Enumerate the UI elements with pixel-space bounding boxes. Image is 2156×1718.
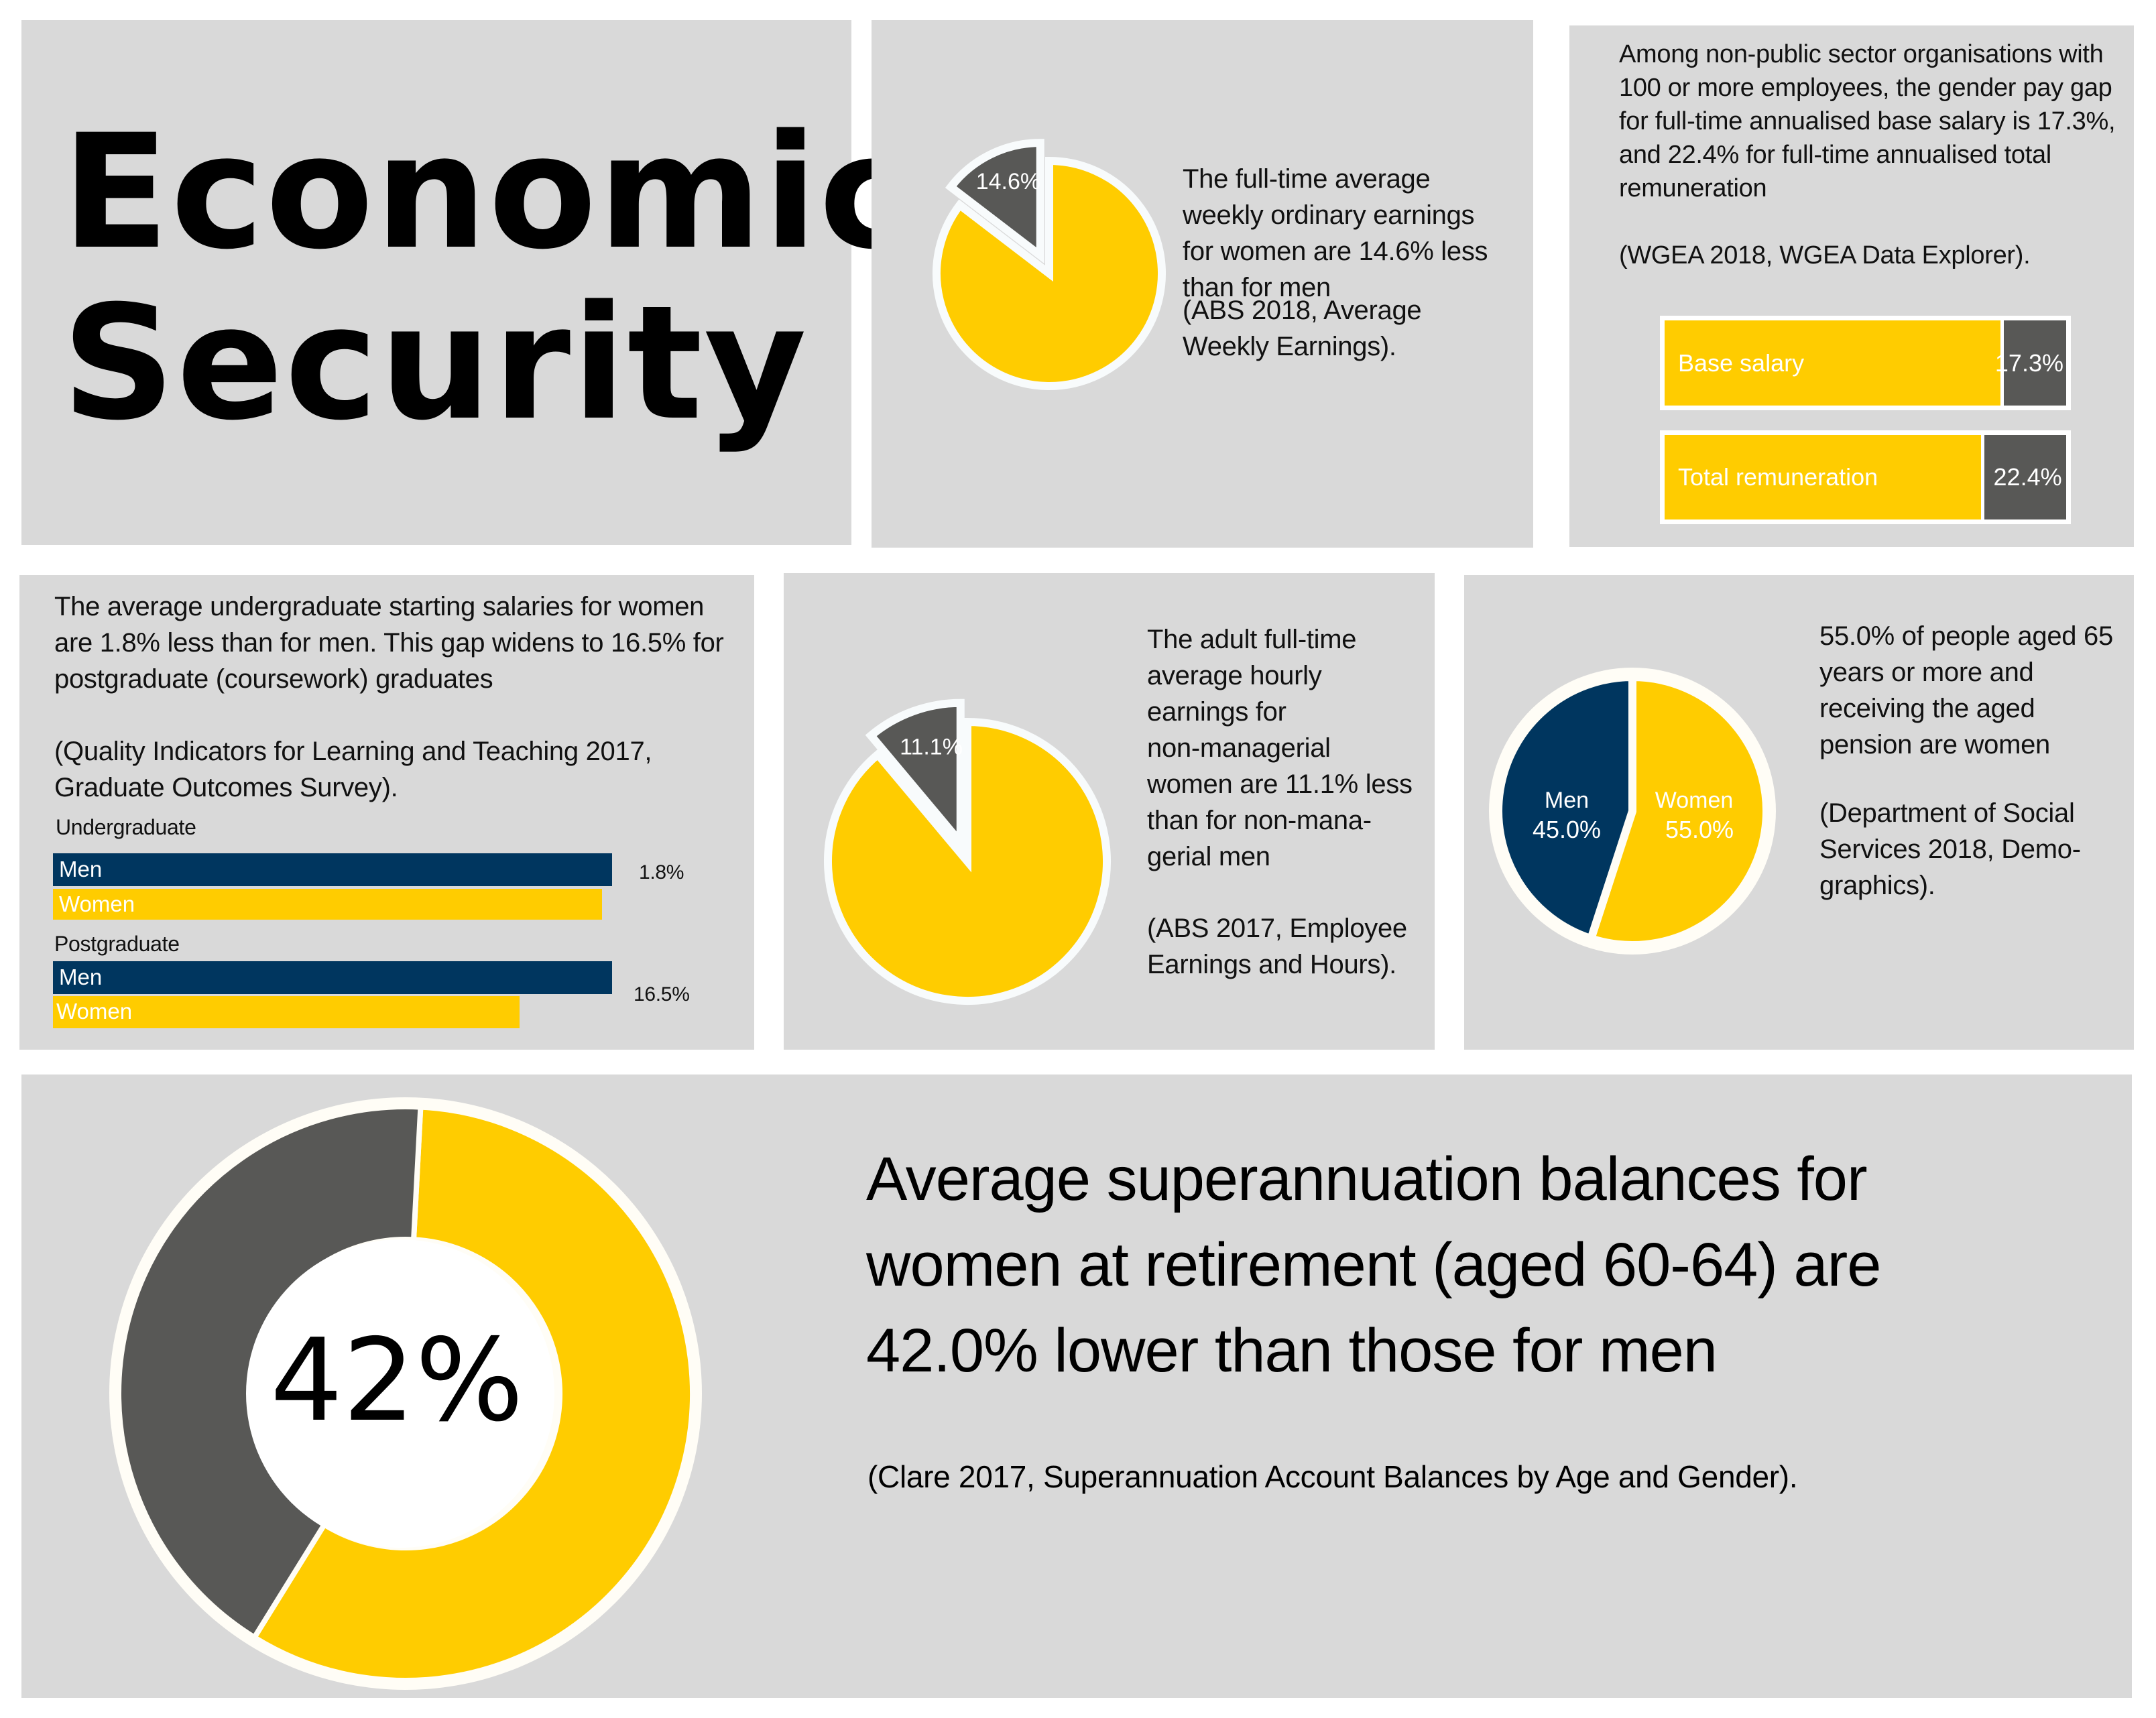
wgea-source: (WGEA 2018, WGEA Data Explorer). xyxy=(1619,241,2031,269)
weekly-text: The full-time average weekly ordinary ea… xyxy=(1183,164,1488,302)
hourly-text-line: average hourly xyxy=(1147,661,1322,690)
weekly-pie-chart: 14.6% xyxy=(933,139,1166,390)
hourly-text-line: women are 11.1% less xyxy=(1147,770,1413,799)
weekly-pie-gap-slice xyxy=(945,139,1044,264)
hourly-text-line: non-managerial xyxy=(1147,733,1331,763)
hourly-text-line: than for non-mana- xyxy=(1147,806,1372,835)
postgraduate-women-bar: Women xyxy=(53,996,520,1028)
title-panel: Economic Security xyxy=(21,20,912,545)
pension-source-line: graphics). xyxy=(1819,871,1935,900)
base-salary-gap-segment: 17.3% xyxy=(1995,320,2066,406)
pension-men-label: Men xyxy=(1545,788,1589,813)
hourly-earnings-panel: 11.1% The adult full-time average hourly e… xyxy=(784,573,1435,1050)
pension-pie-chart: Men 45.0% Women 55.0% xyxy=(1489,668,1776,955)
pension-men-slice xyxy=(1494,672,1636,944)
wgea-text: Among non-public sector organisations wi… xyxy=(1619,40,2116,202)
undergraduate-women-bar: Women xyxy=(53,889,602,920)
pension-panel: Men 45.0% Women 55.0% 55.0% of people aged … xyxy=(1464,575,2134,1050)
superannuation-panel: 42% Average superannuation balances for w… xyxy=(21,1075,2132,1698)
total-remuneration-gap-label: 22.4% xyxy=(1993,463,2062,491)
pension-text-line: pension are women xyxy=(1819,730,2051,759)
graduates-text: The average undergraduate starting salar… xyxy=(54,592,724,694)
weekly-pie-gap-label: 14.6% xyxy=(976,169,1040,194)
donut-remainder-segment xyxy=(250,1104,695,1683)
hourly-text-line: The adult full-time xyxy=(1147,625,1357,654)
pension-source-line: Services 2018, Demo- xyxy=(1819,835,2081,864)
pension-women-label: Women xyxy=(1655,788,1734,813)
hourly-pie-gap-label: 11.1% xyxy=(900,735,963,760)
hourly-source-line: Earnings and Hours). xyxy=(1147,950,1396,979)
superannuation-headline-line: Average superannuation balances for xyxy=(866,1145,1868,1213)
hourly-source-line: (ABS 2017, Employee xyxy=(1147,914,1407,943)
weekly-pie-remainder-slice xyxy=(933,156,1166,390)
pension-source: (Department of Social Services 2018, Demo… xyxy=(1819,795,2128,904)
superannuation-donut-chart: 42% xyxy=(109,1097,702,1690)
pension-text: 55.0% of people aged 65 years or more and… xyxy=(1819,618,2128,763)
pension-source-line: (Department of Social xyxy=(1819,798,2075,828)
weekly-source: (ABS 2018, Average Weekly Earnings). xyxy=(1183,296,1422,361)
total-remuneration-gap-segment: 22.4% xyxy=(1980,435,2066,519)
postgraduate-gap-label: 16.5% xyxy=(634,983,690,1005)
pension-women-value: 55.0% xyxy=(1665,816,1734,843)
undergraduate-men-label: Men xyxy=(59,857,103,881)
graduates-panel: The average undergraduate starting salar… xyxy=(19,575,754,1050)
graduates-source: (Quality Indicators for Learning and Tea… xyxy=(54,737,652,802)
wgea-panel: Among non-public sector organisations wi… xyxy=(1569,25,2134,547)
superannuation-headline-line: women at retirement (aged 60-64) are xyxy=(866,1231,1881,1299)
weekly-earnings-panel: 14.6% The full-time average weekly ordin… xyxy=(872,20,1533,548)
undergraduate-women-label: Women xyxy=(59,892,135,916)
pension-text-line: receiving the aged xyxy=(1819,694,2035,723)
postgraduate-label: Postgraduate xyxy=(54,932,180,956)
postgraduate-men-bar: Men xyxy=(53,961,612,994)
base-salary-gap-label: 17.3% xyxy=(1994,349,2063,377)
title-line-2: Security xyxy=(62,272,808,455)
hourly-text: The adult full-time average hourly earning… xyxy=(1147,621,1429,875)
donut-hole xyxy=(246,1239,554,1548)
total-remuneration-label: Total remuneration xyxy=(1678,463,1878,491)
postgraduate-women-label: Women xyxy=(56,999,133,1024)
postgraduate-men-label: Men xyxy=(59,965,103,989)
undergraduate-gap-label: 1.8% xyxy=(639,861,684,883)
undergraduate-label: Undergraduate xyxy=(56,815,196,839)
hourly-source: (ABS 2017, Employee Earnings and Hours). xyxy=(1147,910,1429,983)
title-line-1: Economic xyxy=(62,101,914,284)
pension-text-line: years or more and xyxy=(1819,658,2034,687)
superannuation-headline: Average superannuation balances for women… xyxy=(866,1136,2106,1394)
total-remuneration-segment: Total remuneration xyxy=(1665,435,1981,519)
hourly-pie-chart: 11.1% xyxy=(824,698,1111,1005)
wgea-bar-total-remuneration: Total remuneration 22.4% xyxy=(1660,430,2071,524)
hourly-text-line: gerial men xyxy=(1147,842,1270,871)
wgea-bar-base-salary: Base salary 17.3% xyxy=(1660,316,2071,410)
hourly-pie-gap-slice xyxy=(865,698,965,854)
donut-center-label: 42% xyxy=(270,1314,524,1447)
superannuation-source: (Clare 2017, Superannuation Account Bala… xyxy=(867,1459,1798,1494)
hourly-text-line: earnings for xyxy=(1147,697,1286,727)
base-salary-segment: Base salary xyxy=(1665,320,2000,406)
superannuation-headline-line: 42.0% lower than those for men xyxy=(866,1316,1718,1385)
hourly-pie-remainder-slice xyxy=(824,717,1111,1005)
pension-text-line: 55.0% of people aged 65 xyxy=(1819,621,2113,651)
pension-men-value: 45.0% xyxy=(1533,816,1601,843)
undergraduate-men-bar: Men xyxy=(53,853,612,886)
base-salary-label: Base salary xyxy=(1678,349,1805,377)
